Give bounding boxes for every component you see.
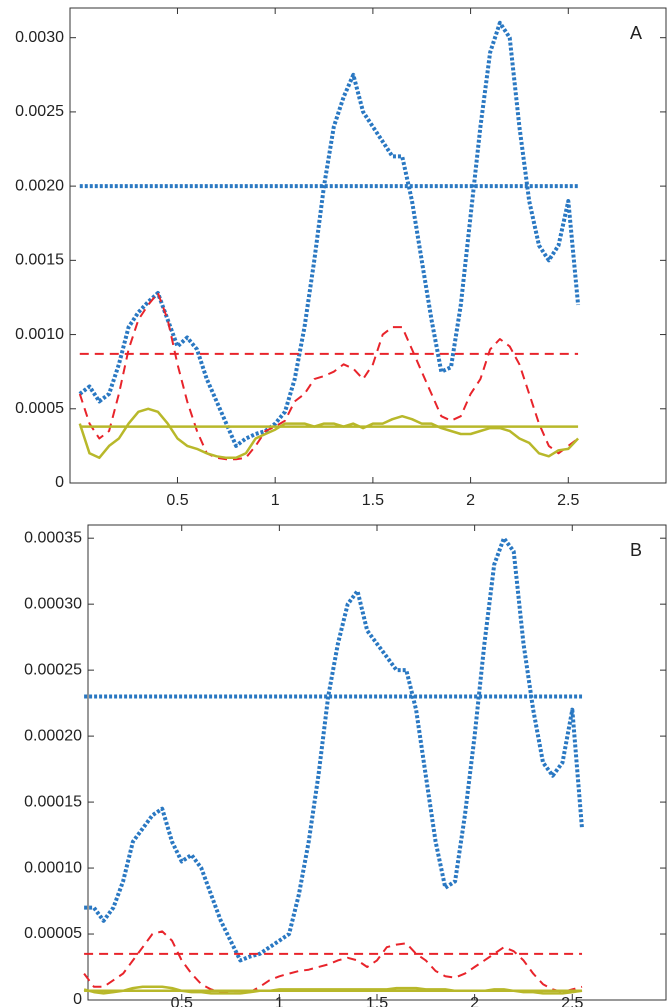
y-tick-label: 0.0030 (15, 29, 64, 46)
y-tick-label: 0 (55, 474, 64, 491)
series-line (83, 985, 583, 995)
plot-frame (87, 524, 667, 1001)
x-tick-label: 1.5 (362, 492, 384, 509)
series-line (78, 407, 580, 460)
y-tick-label: 0.00030 (24, 595, 82, 612)
series-line (78, 20, 581, 448)
series-line (84, 536, 584, 963)
series-line (78, 292, 579, 461)
x-tick-label: 1.5 (366, 995, 388, 1007)
y-tick-label: 0.00005 (24, 925, 82, 942)
y-tick-label: 0 (73, 991, 82, 1007)
panel-label: B (630, 540, 642, 560)
x-tick-label: 0.5 (166, 492, 188, 509)
x-tick-label: 1 (275, 995, 284, 1007)
y-tick-label: 0.00025 (24, 661, 82, 678)
series-line (83, 930, 583, 995)
x-tick-label: 2.5 (561, 995, 583, 1007)
x-tick-label: 2 (470, 995, 479, 1007)
x-tick-label: 1 (271, 492, 280, 509)
y-tick-label: 0.00020 (24, 727, 82, 744)
x-tick-label: 0.5 (171, 995, 193, 1007)
y-tick-label: 0.00035 (24, 529, 82, 546)
y-tick-label: 0.0020 (15, 177, 64, 194)
y-tick-label: 0.0010 (15, 326, 64, 343)
plot-frame (69, 7, 667, 484)
x-tick-label: 2.5 (557, 492, 579, 509)
panel-label: A (630, 23, 642, 43)
x-tick-label: 2 (466, 492, 475, 509)
y-tick-label: 0.0025 (15, 103, 64, 120)
y-tick-label: 0.0005 (15, 400, 64, 417)
y-tick-label: 0.00010 (24, 859, 82, 876)
y-tick-label: 0.0015 (15, 252, 64, 269)
y-tick-label: 0.00015 (24, 793, 82, 810)
